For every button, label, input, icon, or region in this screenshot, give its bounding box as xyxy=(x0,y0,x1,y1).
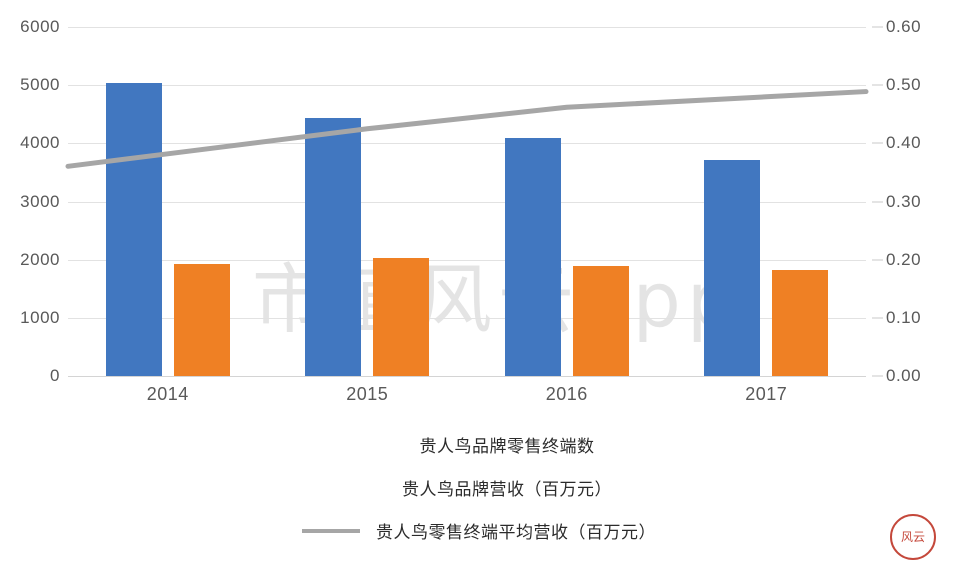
legend-label-brand-revenue: 贵人鸟品牌营收（百万元） xyxy=(402,480,612,500)
x-axis-tick-label: 2016 xyxy=(545,384,588,404)
x-axis-tick-label: 2017 xyxy=(745,384,788,404)
right-axis-tick-mark xyxy=(872,201,883,202)
right-axis-tick-label: 0.00 xyxy=(886,366,922,385)
legend-item-average-revenue: 贵人鸟零售终端平均营收（百万元） xyxy=(302,518,656,543)
gridline xyxy=(68,259,866,261)
right-y-axis: 0.00 0.10 0.20 0.30 0.40 0.50 0.60 xyxy=(872,17,958,385)
bar-group xyxy=(667,27,867,376)
bar-brand-revenue xyxy=(173,264,230,376)
bar-groups xyxy=(68,27,866,376)
bar-group xyxy=(68,27,268,376)
left-axis-tick-label: 0 xyxy=(50,366,60,385)
bar-retail-terminals xyxy=(504,138,561,376)
x-axis-tick-label: 2015 xyxy=(346,384,389,404)
brand-stamp: 风云 xyxy=(890,514,936,560)
gridline xyxy=(68,143,866,145)
gridline xyxy=(68,317,866,319)
left-axis-tick-label: 1000 xyxy=(20,307,60,327)
bar-retail-terminals xyxy=(305,118,362,376)
bar-retail-terminals xyxy=(105,83,162,376)
legend-label-average-revenue: 贵人鸟零售终端平均营收（百万元） xyxy=(376,523,656,543)
right-axis-tick-mark xyxy=(872,259,883,261)
bar-brand-revenue xyxy=(572,265,629,376)
left-axis-tick-label: 4000 xyxy=(20,133,60,153)
bar-group xyxy=(467,27,667,376)
gridline xyxy=(68,27,866,28)
plot-area xyxy=(65,27,869,377)
gridline xyxy=(68,376,866,377)
bar-retail-terminals xyxy=(704,160,761,376)
right-axis-tick-label: 0.60 xyxy=(886,17,922,36)
average-revenue-line-series xyxy=(65,89,869,169)
right-axis-tick-mark xyxy=(872,375,883,377)
right-axis-tick-mark xyxy=(872,317,883,319)
right-axis-tick-label: 0.50 xyxy=(886,75,922,95)
left-y-axis: 0 1000 2000 3000 4000 5000 6000 xyxy=(0,17,60,385)
x-axis: 2014 2015 2016 2017 xyxy=(68,384,866,414)
right-axis-tick-label: 0.10 xyxy=(886,307,922,327)
right-axis-tick-label: 0.20 xyxy=(886,249,922,269)
left-axis-tick-label: 2000 xyxy=(20,249,60,269)
gridline xyxy=(68,201,866,203)
right-axis-tick-label: 0.40 xyxy=(886,133,922,153)
right-axis-tick-mark xyxy=(872,26,883,28)
x-axis-tick-label: 2014 xyxy=(146,384,189,404)
left-axis-tick-label: 5000 xyxy=(20,75,60,95)
legend-label-retail-terminals: 贵人鸟品牌零售终端数 xyxy=(419,437,595,457)
legend-swatch-blue xyxy=(346,436,404,453)
legend-swatch-orange xyxy=(328,479,386,496)
legend-swatch-line xyxy=(302,528,360,533)
bar-brand-revenue xyxy=(373,258,430,376)
chart-legend: 贵人鸟品牌零售终端数 贵人鸟品牌营收（百万元） 贵人鸟零售终端平均营收（百万元） xyxy=(0,432,958,543)
legend-item-retail-terminals: 贵人鸟品牌零售终端数 xyxy=(346,432,595,457)
legend-item-brand-revenue: 贵人鸟品牌营收（百万元） xyxy=(328,475,612,500)
right-axis-tick-label: 0.30 xyxy=(886,191,922,211)
bar-brand-revenue xyxy=(772,270,829,376)
right-axis-tick-mark xyxy=(872,84,883,86)
gridline xyxy=(68,85,866,87)
left-axis-tick-label: 6000 xyxy=(20,17,60,36)
left-axis-tick-label: 3000 xyxy=(20,191,60,211)
line-path-average-revenue xyxy=(65,89,869,169)
bar-group xyxy=(268,27,468,376)
right-axis-tick-mark xyxy=(872,142,883,144)
